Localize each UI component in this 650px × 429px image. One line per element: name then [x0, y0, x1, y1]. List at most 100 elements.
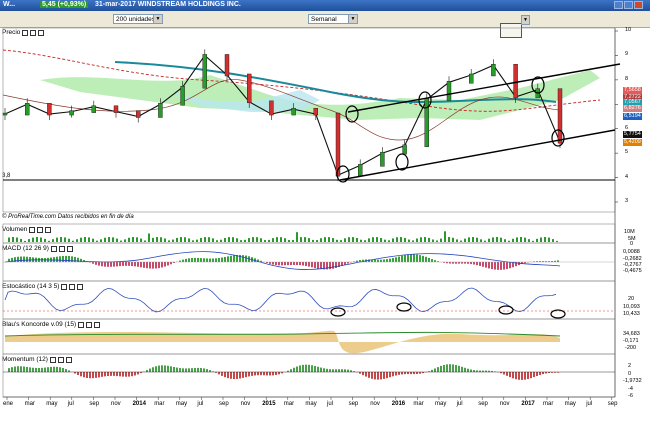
- momentum-bar: [344, 369, 346, 372]
- time-axis-label: jul: [586, 401, 593, 407]
- minimize-panel-icon[interactable]: [69, 283, 76, 290]
- volume-bar: [140, 238, 142, 242]
- macd-histogram-bar: [458, 262, 460, 264]
- maximize-button[interactable]: [624, 1, 633, 9]
- volume-bar: [516, 237, 518, 242]
- momentum-bar: [209, 370, 211, 372]
- momentum-bar: [164, 365, 166, 372]
- close-panel-icon[interactable]: [66, 245, 73, 252]
- panel-frame: [2, 280, 616, 320]
- macd-histogram-bar: [533, 261, 535, 262]
- momentum-bar: [107, 372, 109, 377]
- volume-bar: [400, 237, 402, 242]
- macd-histogram-bar: [479, 262, 481, 266]
- macd-histogram-bar: [11, 257, 13, 262]
- macd-histogram-bar: [23, 256, 25, 262]
- minimize-panel-icon[interactable]: [57, 356, 64, 363]
- macd-histogram-bar: [149, 262, 151, 269]
- macd-histogram-bar: [20, 256, 22, 262]
- wrench-icon[interactable]: [78, 321, 85, 328]
- momentum-bar: [179, 368, 181, 372]
- volume-bar: [156, 237, 158, 242]
- momentum-bar: [92, 372, 94, 379]
- pivot-ellipse: [395, 153, 409, 171]
- momentum-bar: [215, 372, 217, 373]
- price-candle: [269, 100, 274, 116]
- wrench-icon[interactable]: [61, 283, 68, 290]
- macd-histogram-bar: [515, 262, 517, 267]
- volume-bar: [40, 237, 42, 242]
- wrench-icon[interactable]: [49, 356, 56, 363]
- close-panel-icon[interactable]: [77, 283, 84, 290]
- minimize-panel-icon[interactable]: [58, 245, 65, 252]
- volume-bar: [276, 237, 278, 242]
- close-panel-icon[interactable]: [38, 29, 45, 36]
- momentum-bar: [290, 369, 292, 372]
- macd-histogram-bar: [104, 262, 106, 267]
- minimize-panel-icon[interactable]: [30, 29, 37, 36]
- close-panel-icon[interactable]: [45, 226, 52, 233]
- momentum-bar: [449, 364, 451, 372]
- wrench-icon[interactable]: [22, 29, 29, 36]
- volume-bar: [16, 237, 18, 242]
- momentum-bar: [545, 372, 547, 374]
- macd-histogram-bar: [383, 259, 385, 262]
- macd-histogram-bar: [524, 262, 526, 264]
- units-select[interactable]: 200 unidades ▼: [113, 14, 163, 24]
- macd-histogram-bar: [341, 262, 343, 266]
- chart-type-icon[interactable]: [500, 23, 522, 38]
- macd-histogram-bar: [185, 258, 187, 262]
- macd-histogram-bar: [14, 257, 16, 262]
- macd-histogram-bar: [308, 262, 310, 267]
- momentum-bar: [398, 372, 400, 375]
- macd-histogram-bar: [374, 259, 376, 262]
- wrench-icon[interactable]: [29, 226, 36, 233]
- macd-histogram-bar: [425, 256, 427, 262]
- chevron-down-icon: ▼: [522, 16, 529, 24]
- macd-histogram-bar: [179, 260, 181, 262]
- close-panel-icon[interactable]: [65, 356, 72, 363]
- macd-histogram-bar: [242, 255, 244, 262]
- momentum-bar: [203, 368, 205, 372]
- price-tick-label: 4: [625, 173, 629, 180]
- macd-histogram-bar: [68, 255, 70, 262]
- time-axis-label: nov: [111, 401, 121, 407]
- minimize-panel-icon[interactable]: [37, 226, 44, 233]
- momentum-bar: [155, 366, 157, 372]
- wrench-icon[interactable]: [50, 245, 57, 252]
- pivot-ellipse: [345, 105, 359, 123]
- volume-bar: [420, 237, 422, 242]
- macd-histogram-bar: [155, 262, 157, 269]
- chart-type-dropdown[interactable]: ▼: [521, 15, 530, 25]
- momentum-bar: [158, 365, 160, 372]
- period-value: Semanal: [311, 16, 337, 23]
- minimize-panel-icon[interactable]: [86, 321, 93, 328]
- volume-bar: [344, 238, 346, 242]
- macd-histogram-bar: [512, 262, 514, 268]
- momentum-bar: [536, 372, 538, 377]
- momentum-bar: [458, 365, 460, 372]
- momentum-bar: [311, 365, 313, 372]
- left-level-label: 3,8: [2, 173, 11, 179]
- volume-bar: [144, 240, 146, 242]
- volume-bar: [100, 239, 102, 242]
- minimize-button[interactable]: [614, 1, 623, 9]
- volume-bar: [384, 239, 386, 242]
- time-axis-label: mar: [413, 401, 424, 407]
- close-panel-icon[interactable]: [94, 321, 101, 328]
- momentum-bar: [278, 372, 280, 375]
- macd-histogram-bar: [53, 257, 55, 262]
- momentum-bar: [335, 369, 337, 372]
- volume-bar: [224, 238, 226, 242]
- volume-bar: [36, 237, 38, 242]
- volume-bar: [280, 237, 282, 242]
- close-button[interactable]: [634, 1, 643, 9]
- price-level-tag: 5,4209: [623, 139, 642, 147]
- momentum-bar: [548, 372, 550, 374]
- period-select[interactable]: Semanal ▼: [308, 14, 358, 24]
- volume-bar: [376, 237, 378, 242]
- momentum-bar: [65, 369, 67, 372]
- momentum-bar: [83, 372, 85, 378]
- volume-bar: [324, 237, 326, 242]
